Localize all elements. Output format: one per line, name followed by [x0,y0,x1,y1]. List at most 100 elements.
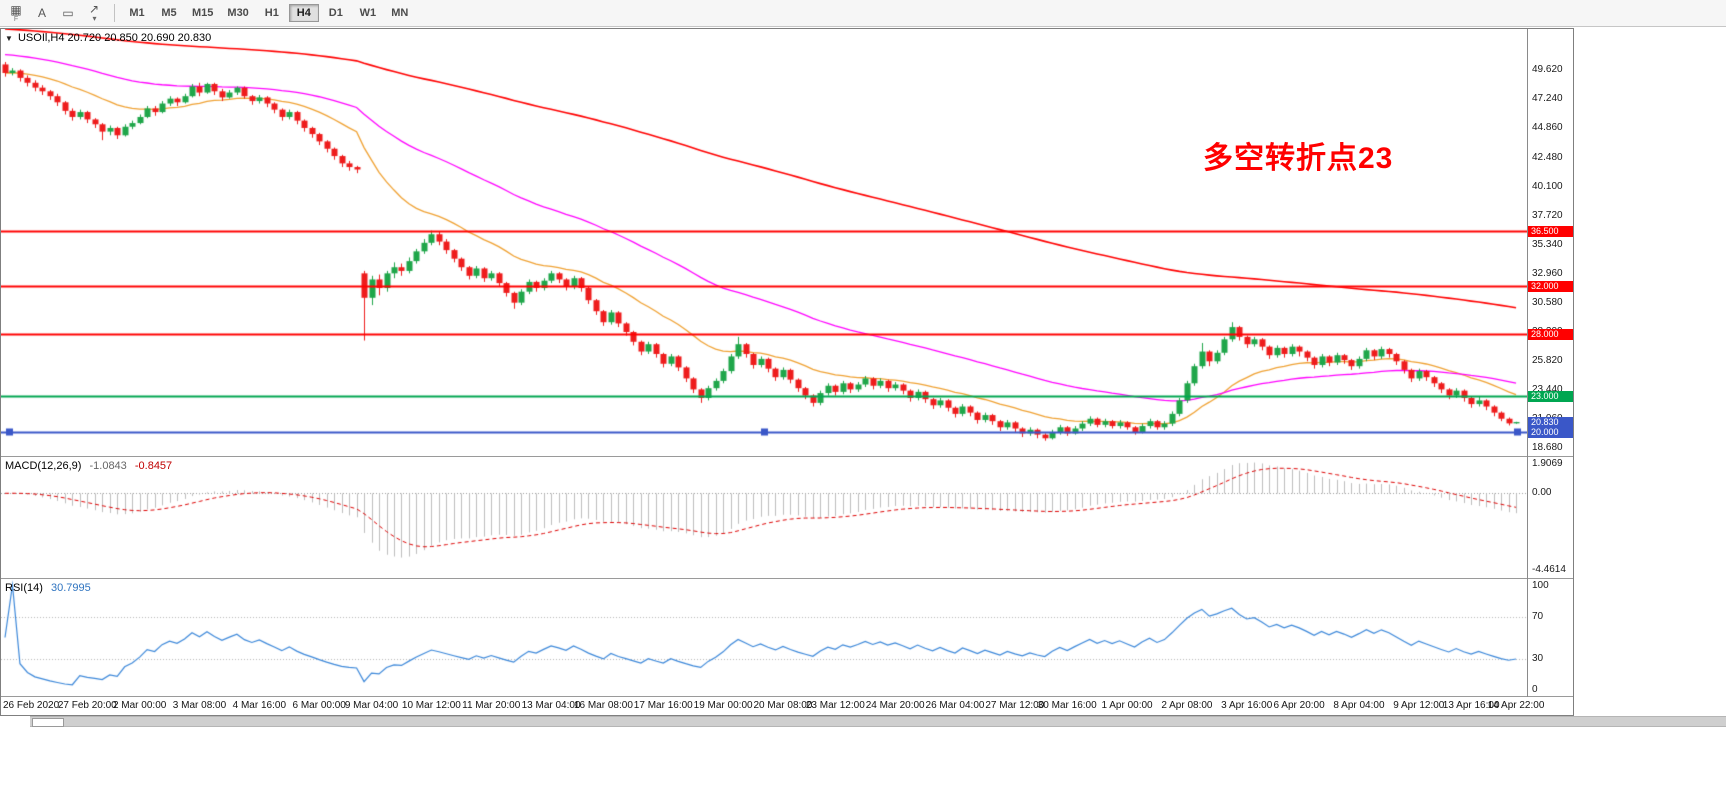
axis-label: 30.580 [1532,296,1563,308]
time-axis-label: 6 Mar 00:00 [292,700,346,711]
axis-label: 18.680 [1532,442,1563,454]
axis-label: 42.480 [1532,151,1563,163]
axis-label: -4.4614 [1532,564,1566,576]
time-axis-label: 6 Apr 20:00 [1273,700,1325,711]
axis-label: 47.240 [1532,93,1563,105]
horizontal-scrollbar[interactable] [30,716,1726,727]
time-axis: 26 Feb 2020 27 Feb 20:00 2 Mar 00:00 3 Mar … [1,697,1573,715]
scrollbar-thumb[interactable] [32,718,64,727]
time-axis-label: 3 Apr 16:00 [1221,700,1273,711]
time-axis-label: 9 Mar 04:00 [344,700,399,711]
axis-label: 35.340 [1532,238,1563,250]
timeframe-h4[interactable]: H4 [288,4,319,22]
axis-label: 23.440 [1532,384,1563,396]
grid-icon: ▦ [10,2,22,17]
time-axis-label: 23 Mar 12:00 [805,700,865,711]
macd-signal-value: -0.8457 [134,460,173,472]
macd-indicator-name: MACD(12,26,9) [5,460,82,472]
timeframe-group: M1 M5 M15 M30 H1 H4 D1 W1 MN [122,4,415,22]
axis-label: 49.620 [1532,64,1563,76]
macd-canvas[interactable] [1,457,1527,578]
time-axis-label: 13 Mar 04:00 [521,700,581,711]
toolbar-separator [114,4,115,22]
time-axis-label: 26 Mar 04:00 [925,700,985,711]
rsi-axis: 100 70 30 0 [1528,579,1573,696]
price-pane: ▼ USOIl,H4 20.720 20.850 20.690 20.830 多… [1,29,1573,456]
chart-annotation-text[interactable]: 多空转折点23 [1203,142,1394,175]
shapes-tool-button[interactable]: ▭ [55,1,81,25]
timeframe-m5[interactable]: M5 [161,7,177,19]
time-axis-label: 27 Mar 12:00 [985,700,1045,711]
time-axis-label: 26 Feb 2020 [3,700,60,711]
timeframe-m1[interactable]: M1 [129,7,145,19]
price-chart-canvas[interactable] [1,29,1527,456]
macd-label: MACD(12,26,9) -1.0843 -0.8457 [5,460,177,472]
time-axis-label: 2 Apr 08:00 [1161,700,1213,711]
text-tool-icon: A [37,6,46,20]
axis-label: 40.100 [1532,180,1563,192]
rsi-indicator-name: RSI(14) [5,582,43,594]
time-axis-label: 2 Mar 00:00 [112,700,167,711]
time-axis-label: 24 Mar 20:00 [865,700,925,711]
axis-label: 30 [1532,652,1544,664]
chart-symbol-period: USOIl,H4 [17,32,65,44]
time-axis-label: 1 Apr 00:00 [1101,700,1153,711]
axis-label: 25.820 [1532,355,1563,367]
macd-pane: MACD(12,26,9) -1.0843 -0.8457 1.9069 0.00… [1,457,1573,578]
rsi-label: RSI(14) 30.7995 [5,582,96,594]
chart-ohlc-values: 20.720 20.850 20.690 20.830 [67,32,212,44]
time-axis-label: 17 Mar 16:00 [633,700,693,711]
hline-price-tag: 23.000 [1528,390,1573,402]
axis-label: 1.9069 [1532,458,1563,469]
time-axis-label: 11 Mar 20:00 [462,700,521,711]
timeframe-h1[interactable]: H1 [264,7,279,19]
time-axis-label: 20 Mar 08:00 [753,700,813,711]
rsi-pane: RSI(14) 30.7995 100 70 30 0 [1,579,1573,696]
axis-label: 0 [1532,684,1538,695]
axis-label: 44.860 [1532,122,1563,134]
rsi-canvas[interactable] [1,579,1527,696]
timeframe-m30[interactable]: M30 [227,7,249,19]
hline-price-tag: 32.000 [1528,280,1573,292]
grid-tool-button[interactable]: ▦ F [3,1,29,25]
time-axis-label: 4 Mar 16:00 [232,700,287,711]
time-axis-label: 27 Feb 20:00 [57,700,117,711]
time-axis-label: 14 Apr 22:00 [1487,700,1545,711]
axis-label: 100 [1532,580,1549,591]
time-axis-label: 9 Apr 12:00 [1393,700,1445,711]
time-axis-label: 13 Apr 16:00 [1442,700,1500,711]
pane-divider [1,696,1573,697]
shapes-tool-icon: ▭ [62,6,74,20]
hline-price-tag: 28.000 [1528,329,1573,341]
grid-caption: F [13,15,19,23]
arrows-tool-icon: ↗ [88,2,100,16]
timeframe-d1[interactable]: D1 [328,7,343,19]
time-axis-label: 8 Apr 04:00 [1333,700,1385,711]
arrows-tool-button[interactable]: ↗ ▾ [81,1,107,25]
chevron-down-icon: ▾ [92,14,97,23]
price-axis[interactable]: 49.620 47.240 44.860 42.480 40.100 37.720 35.3… [1528,29,1573,456]
time-axis-label: 16 Mar 08:00 [573,700,633,711]
time-axis-label: 30 Mar 16:00 [1037,700,1097,711]
axis-label: 0.00 [1532,487,1552,499]
axis-label: 32.960 [1532,267,1563,279]
time-axis-label: 10 Mar 12:00 [401,700,461,711]
pane-divider[interactable] [1,456,1573,457]
text-tool-button[interactable]: A [29,1,55,25]
time-axis-label: 3 Mar 08:00 [172,700,227,711]
timeframe-w1[interactable]: W1 [359,7,377,19]
current-price-tag: 20.830 [1528,417,1573,429]
chart-window: ▼ USOIl,H4 20.720 20.850 20.690 20.830 多… [0,28,1574,716]
macd-main-value: -1.0843 [89,460,127,472]
timeframe-m15[interactable]: M15 [192,7,214,19]
timeframe-mn[interactable]: MN [391,7,409,19]
axis-separator [1527,29,1528,697]
macd-axis: 1.9069 0.00 -4.4614 [1528,457,1573,578]
pane-divider[interactable] [1,578,1573,579]
hline-price-tag: 36.500 [1528,225,1573,237]
axis-label: 37.720 [1532,209,1563,221]
collapse-arrow-icon[interactable]: ▼ [5,34,13,43]
rsi-value: 30.7995 [50,582,91,594]
hline-price-tag: 20.000 [1528,427,1573,439]
